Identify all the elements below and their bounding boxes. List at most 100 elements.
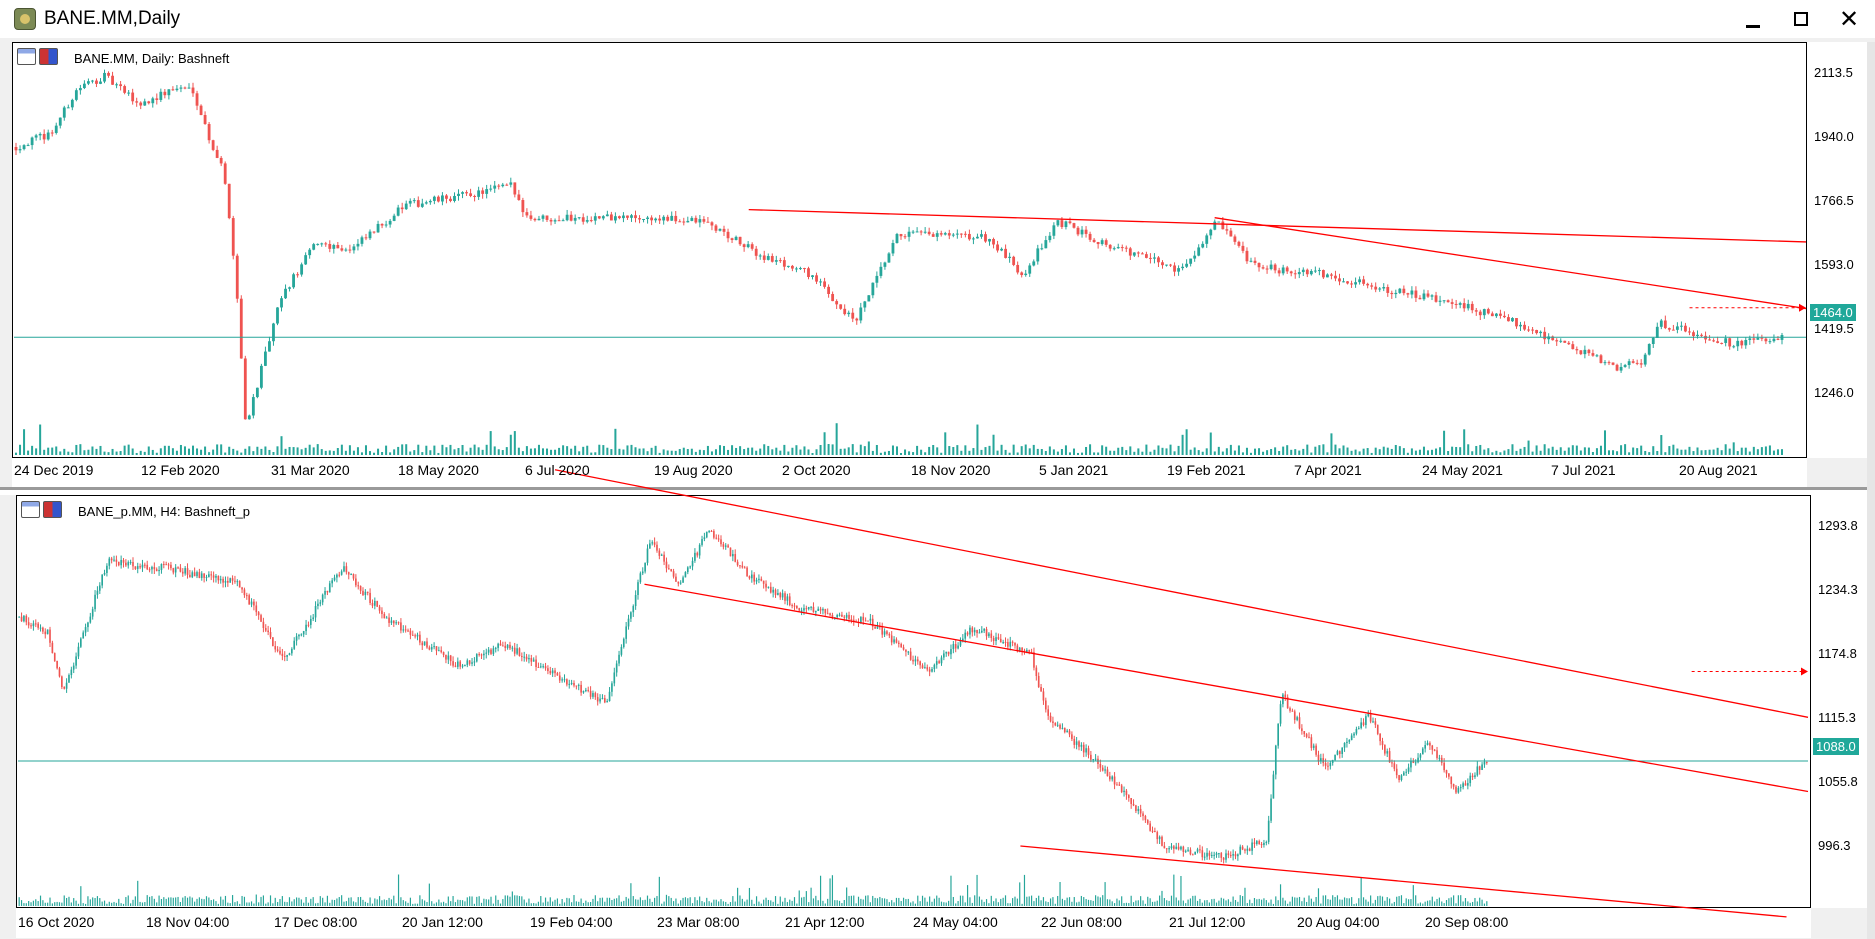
volume-bar	[461, 444, 464, 455]
volume-bar	[421, 899, 423, 906]
minimize-button[interactable]	[1730, 2, 1776, 36]
h4-chart-panel[interactable]	[16, 495, 1811, 908]
candle-body	[639, 573, 642, 583]
h4-time-axis[interactable]	[16, 908, 1811, 938]
volume-bar	[1457, 895, 1459, 906]
volume-bar	[1253, 898, 1256, 906]
volume-bar	[96, 896, 99, 906]
volume-bar	[1422, 446, 1425, 455]
candle-body	[1338, 751, 1341, 754]
candle-body	[1382, 287, 1386, 289]
candle-body	[1474, 775, 1476, 777]
candle-body	[1004, 641, 1007, 643]
candle-body	[972, 238, 975, 240]
volume-bar	[1232, 896, 1234, 906]
candle-body	[1748, 338, 1752, 340]
volume-bar	[632, 896, 634, 906]
volume-bar	[529, 448, 532, 455]
volume-bar	[1398, 446, 1401, 455]
candle-body	[626, 215, 629, 218]
volume-bar	[324, 450, 327, 455]
chart-properties-icon[interactable]	[21, 501, 40, 518]
candle-body	[557, 220, 561, 222]
daily-time-axis[interactable]	[12, 458, 1807, 488]
candle-body	[1260, 844, 1263, 846]
volume-bar	[1551, 446, 1554, 455]
volume-bar	[464, 901, 466, 906]
price-arrow-head	[1801, 667, 1808, 676]
volume-bar	[80, 886, 82, 906]
candle-body	[1277, 270, 1281, 274]
volume-bar	[1768, 445, 1771, 455]
volume-bar	[1116, 898, 1118, 906]
candle-body	[1341, 747, 1344, 754]
candle-body	[1365, 716, 1367, 726]
candle-body	[471, 662, 473, 664]
candle-body	[1197, 247, 1201, 256]
volume-bar	[787, 451, 790, 455]
candle-body	[1151, 830, 1154, 832]
panel-separator[interactable]	[0, 487, 1875, 490]
candle-body	[465, 192, 468, 194]
candle-body	[39, 627, 42, 629]
candle-body	[829, 613, 831, 616]
candle-body	[388, 220, 392, 225]
volume-bar	[296, 447, 299, 455]
candle-body	[1429, 742, 1431, 746]
volume-bar	[1021, 903, 1023, 906]
chart-indicators-icon[interactable]	[39, 48, 58, 65]
candle-body	[485, 189, 489, 194]
maximize-button[interactable]	[1778, 2, 1824, 36]
volume-bar	[682, 447, 685, 455]
volume-bar	[912, 901, 914, 906]
candle-body	[1177, 268, 1180, 272]
candle-body	[886, 631, 888, 634]
volume-bar	[926, 901, 928, 906]
candle-body	[1163, 845, 1166, 849]
volume-bar	[570, 448, 573, 455]
volume-bar	[268, 449, 271, 455]
volume-bar	[35, 448, 38, 455]
candle-body	[1281, 267, 1285, 274]
candle-body	[1405, 771, 1408, 773]
candle-body	[487, 649, 490, 653]
volume-bar	[1121, 896, 1123, 906]
candle-body	[819, 281, 822, 283]
candle-body	[1591, 353, 1595, 356]
volume-bar	[312, 447, 315, 455]
volume-bar	[1163, 898, 1165, 906]
close-button[interactable]: ✕	[1826, 2, 1872, 36]
candle-body	[115, 559, 118, 562]
candle-body	[1217, 221, 1221, 223]
candle-body	[1245, 250, 1249, 262]
chart-properties-icon[interactable]	[17, 48, 36, 65]
volume-bar	[644, 899, 646, 906]
chart1-toolbar[interactable]	[17, 48, 58, 65]
candle-body	[1248, 848, 1251, 851]
volume-bar	[1157, 445, 1160, 455]
daily-price-axis[interactable]	[1807, 42, 1867, 458]
volume-bar	[931, 901, 933, 906]
volume-bar	[758, 901, 760, 906]
daily-chart-panel[interactable]	[12, 42, 1807, 458]
chart2-toolbar[interactable]	[21, 501, 62, 518]
candle-body	[198, 572, 201, 578]
volume-bar	[314, 903, 317, 906]
candle-body	[1326, 274, 1329, 278]
h4-price-axis[interactable]	[1811, 495, 1867, 908]
vertical-scrollbar[interactable]	[1867, 42, 1875, 939]
volume-bar	[153, 898, 155, 906]
volume-bar	[1004, 449, 1007, 455]
candle-body	[798, 608, 801, 611]
candle-body	[445, 654, 447, 660]
candle-body	[91, 609, 94, 617]
volume-bar	[505, 447, 508, 455]
candle-body	[62, 107, 66, 118]
chart-indicators-icon[interactable]	[43, 501, 62, 518]
candle-body	[1249, 260, 1253, 262]
volume-bar	[805, 891, 807, 906]
volume-bar	[978, 896, 981, 906]
candle-body	[859, 307, 863, 321]
candle-body	[1346, 741, 1348, 743]
